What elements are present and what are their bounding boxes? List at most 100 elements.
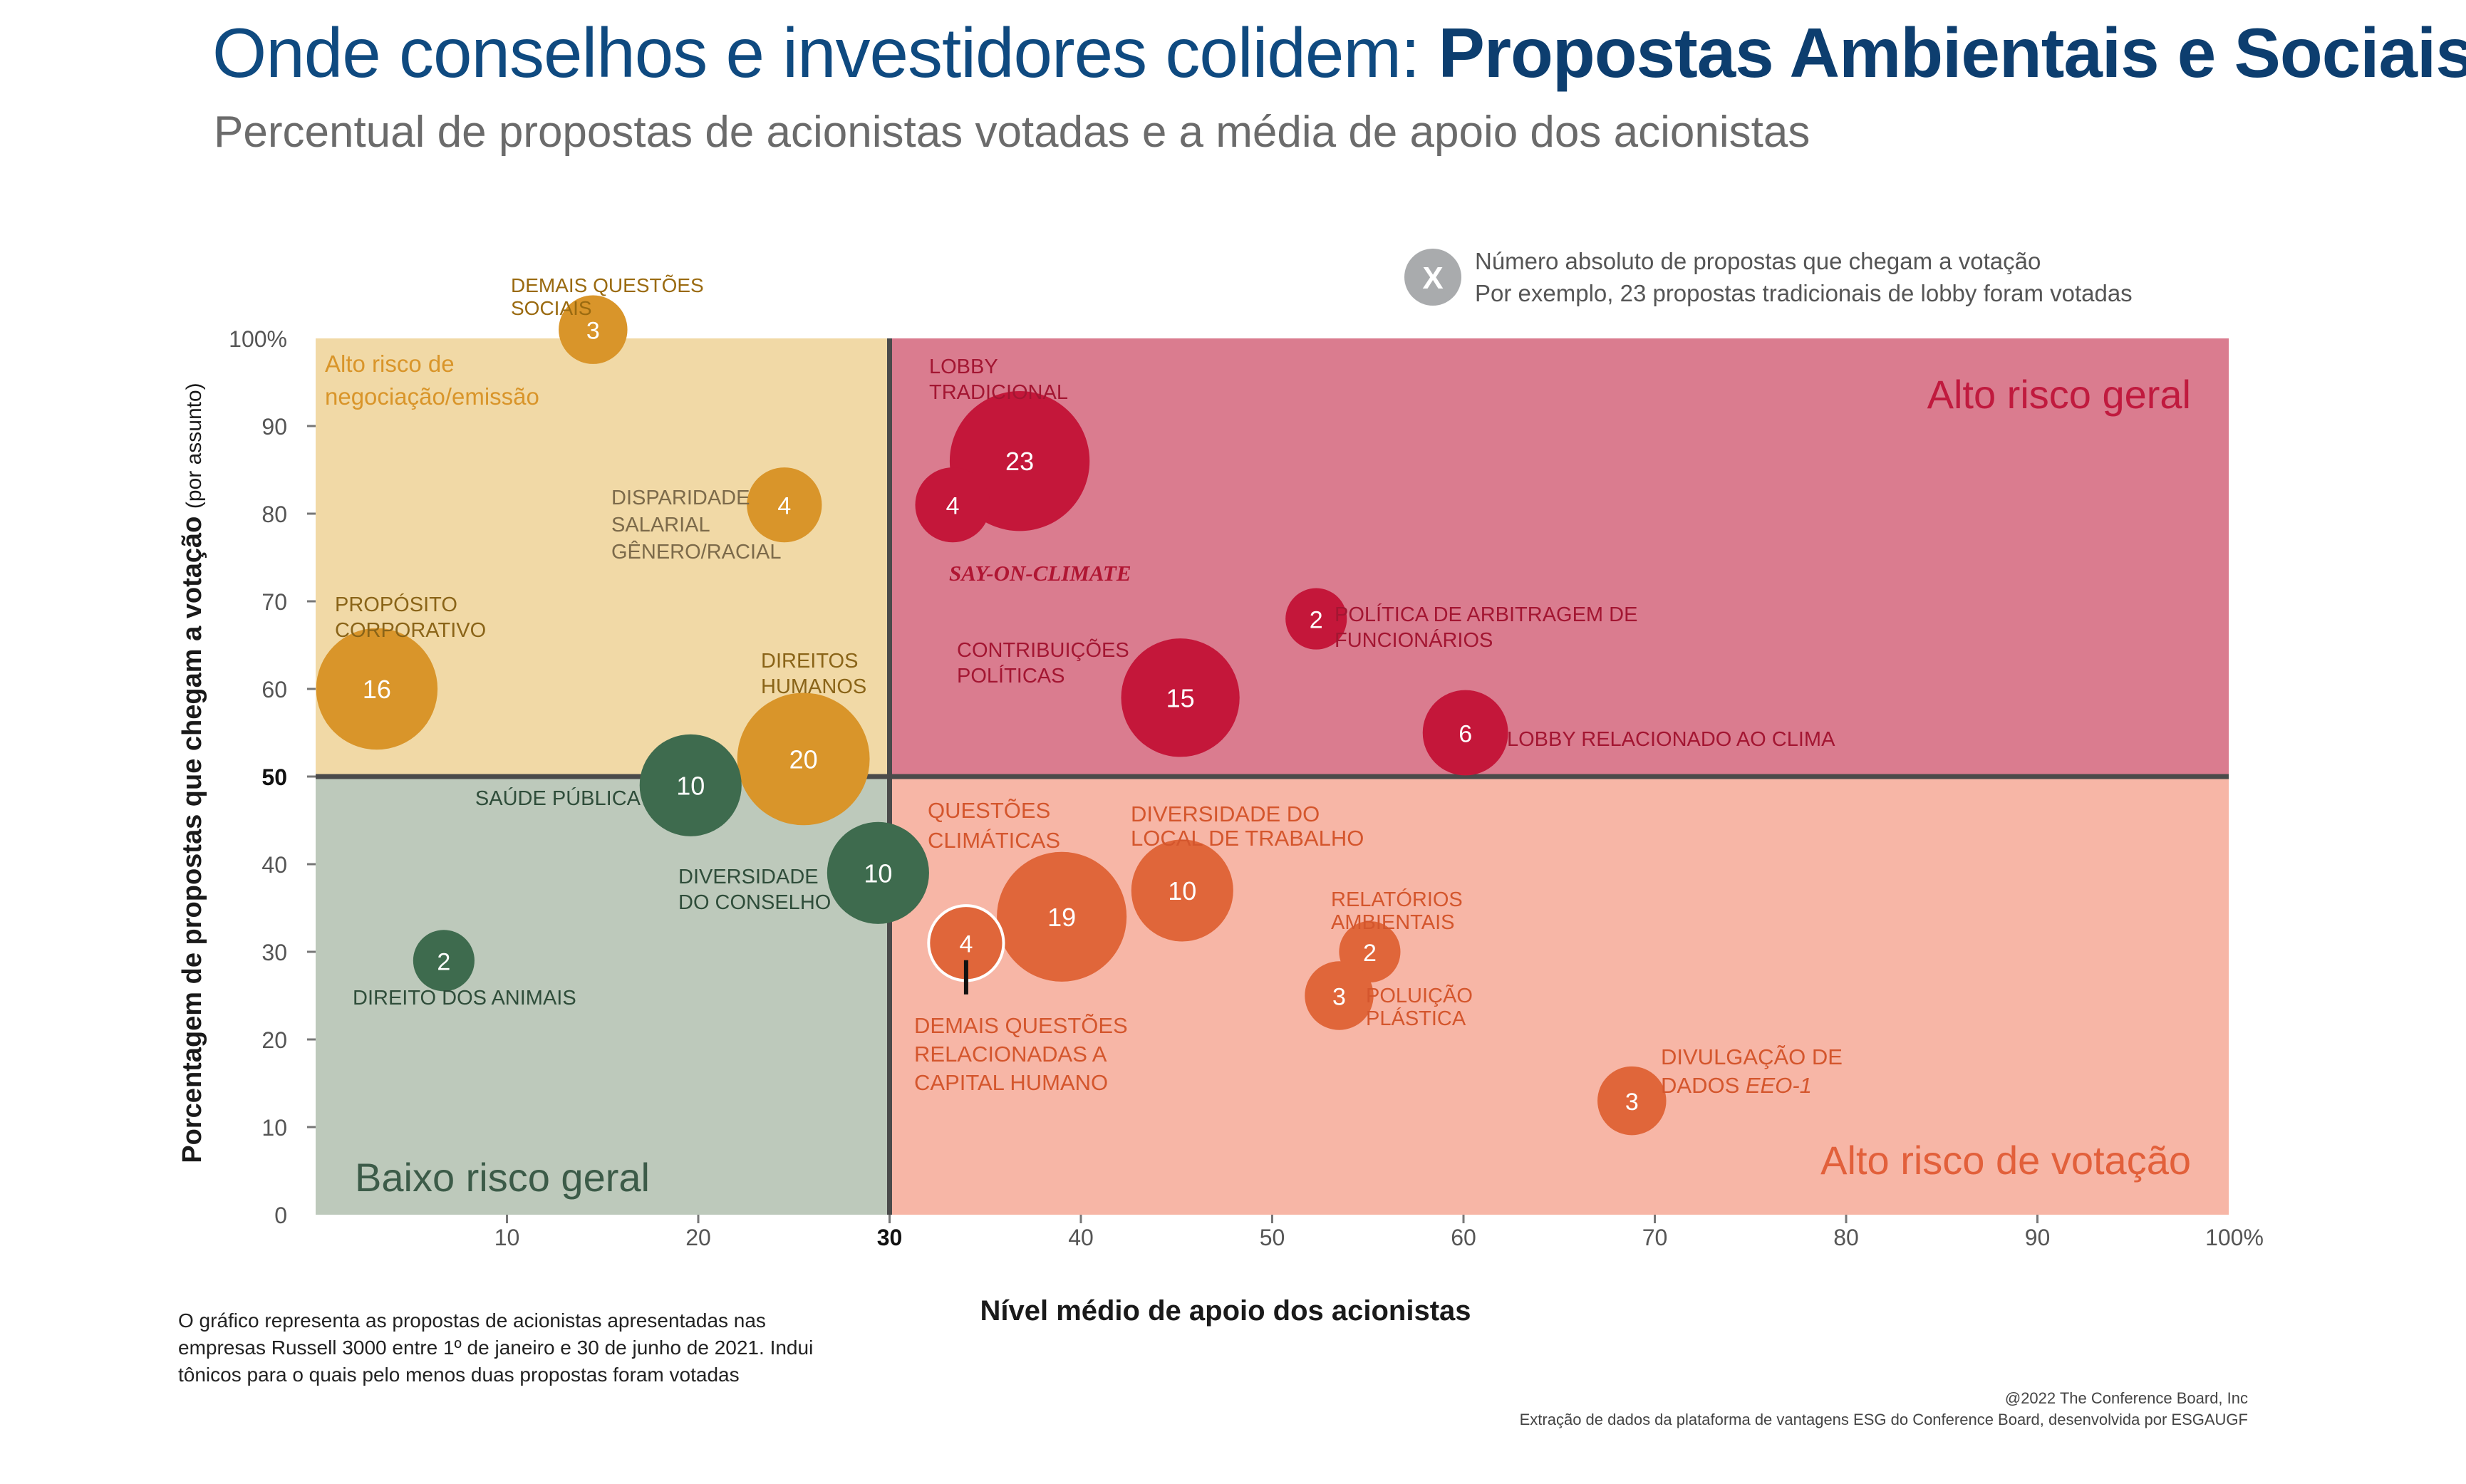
point-label: QUESTÕES CLIMÁTICAS (928, 798, 1060, 853)
quadrant-backgrounds (316, 338, 2229, 1215)
title-regular: Onde conselhos e investidores colidem: (212, 14, 1439, 92)
x-axis-label: Nível médio de apoio dos acionistas (980, 1295, 1471, 1327)
bubble-say-on-climate (915, 467, 990, 543)
bubble-count: 19 (1047, 903, 1076, 932)
legend-bubble-icon (1404, 249, 1461, 306)
bubble-count: 15 (1166, 683, 1195, 712)
axis-ticks: 0 10 20 30 40 50 60 70 80 90 100% 10 20 30 40 50 60 70 80 9… (229, 326, 2264, 1250)
bubble-count: 6 (1459, 721, 1472, 748)
quadrant-bottom-left (316, 777, 890, 1215)
y-tick-label: 20 (261, 1027, 287, 1053)
bubble-contribui-es-pol-ticas (1121, 638, 1240, 757)
x-tick-label: 90 (2025, 1225, 2051, 1250)
bubble-sa-de-p-blica (639, 734, 742, 836)
point-label: DIREITO DOS ANIMAIS (353, 987, 576, 1010)
point-label: RELATÓRIOS AMBIENTAIS (1331, 888, 1463, 934)
point-label: DIVERSIDADE DO CONSELHO (678, 866, 831, 914)
y-tick-label: 90 (261, 414, 287, 440)
chart-subtitle: Percentual de propostas de acionistas vo… (214, 108, 1810, 157)
point-label: DIVULGAÇÃO DE DADOS EEO-1 (1661, 1044, 1843, 1098)
x-tick-label: 10 (494, 1225, 520, 1250)
bubble-diversidade-do-local-de-trabalho (1131, 839, 1233, 942)
bubble-count: 10 (864, 858, 892, 888)
bubble-demais-quest-es-sociais (559, 295, 628, 364)
quadrant-dividers (316, 338, 2229, 1215)
quadrant-label-top-right: Alto risco geral (1927, 372, 2191, 417)
bubble-count: 10 (1168, 876, 1196, 906)
quadrant-label-bottom-right: Alto risco de votação (1820, 1138, 2191, 1183)
point-label: DEMAIS QUESTÕES SOCIAIS (511, 274, 704, 319)
bubble-pol-tica-de-arbitragem-de-funcion-rios (1285, 588, 1347, 650)
x-tick-label: 20 (685, 1225, 711, 1250)
credit-source: Extração de dados da plataforma de vanta… (1519, 1411, 2248, 1428)
y-tick-label: 50 (261, 764, 287, 790)
bubble-count: 10 (676, 771, 705, 800)
bubble-count: 2 (1310, 607, 1323, 634)
legend: X Número absoluto de propostas que chega… (1404, 248, 2133, 306)
bubble-count: 4 (946, 493, 960, 520)
point-label: DIVERSIDADE DO LOCAL DE TRABALHO (1131, 801, 1364, 851)
bubble-prop-sito-corporativo (316, 628, 438, 750)
y-tick-label: 30 (261, 940, 287, 965)
bubble-count: 2 (1363, 940, 1377, 967)
point-label: POLÍTICA DE ARBITRAGEM DE FUNCIONÁRIOS (1335, 603, 1637, 652)
x-tick-label: 100% (2205, 1225, 2264, 1250)
point-label: SAY-ON-CLIMATE (949, 561, 1131, 586)
y-tick-label: 40 (261, 852, 287, 878)
bubble-count: 4 (777, 493, 791, 520)
x-tick-label: 60 (1451, 1225, 1476, 1250)
point-label: POLUIÇÃO PLÁSTICA (1366, 983, 1473, 1030)
bubble-disparidade-salarial-g-nero-racial (747, 467, 822, 543)
y-tick-label: 0 (274, 1203, 287, 1228)
bubble-divulga-o-de-dados-eeo-1 (1597, 1066, 1667, 1136)
bubble-count: 23 (1005, 447, 1034, 476)
y-axis-label: Porcentagem de propostas que chegam a vo… (177, 383, 207, 1163)
bubble-count: 2 (437, 948, 450, 975)
x-tick-label: 50 (1260, 1225, 1285, 1250)
bubble-count: 3 (586, 318, 600, 345)
bubble-polui-o-pl-stica (1305, 961, 1374, 1030)
y-tick-label: 100% (229, 326, 287, 352)
y-tick-label: 60 (261, 677, 287, 702)
y-tick-label: 80 (261, 502, 287, 527)
bubble-count: 3 (1332, 984, 1346, 1011)
y-tick-label: 70 (261, 589, 287, 615)
bubble-quest-es-clim-ticas (997, 851, 1127, 982)
bubble-lobby-relacionado-ao-clima (1422, 690, 1508, 776)
bubble-direitos-humanos (737, 692, 870, 826)
x-tick-label: 30 (877, 1225, 903, 1250)
quadrant-top-right (889, 338, 2229, 777)
footnote: O gráfico representa as propostas de aci… (178, 1309, 814, 1386)
point-label: PROPÓSITO CORPORATIVO (335, 593, 486, 642)
axis-labels: Nível médio de apoio dos acionistas Porce… (177, 383, 1471, 1327)
legend-line1: Número absoluto de propostas que chegam … (1475, 248, 2041, 274)
quadrant-bottom-right (889, 777, 2229, 1215)
point-label: LOBBY TRADICIONAL (929, 356, 1068, 404)
point-label: DEMAIS QUESTÕES RELACIONADAS A CAPITAL HUM… (914, 1013, 1128, 1095)
credit-copyright: @2022 The Conference Board, Inc (2004, 1389, 2248, 1407)
point-label: DIREITOS HUMANOS (761, 650, 866, 698)
legend-symbol: X (1422, 261, 1443, 296)
bubble-count: 3 (1625, 1089, 1639, 1116)
quadrant-labels: Alto risco de negociação/emissão Alto risc… (325, 351, 2191, 1200)
point-label: DISPARIDADE SALARIAL GÊNERO/RACIAL (611, 487, 782, 564)
legend-line2: Por exemplo, 23 propostas tradicionais d… (1475, 280, 2133, 306)
bubble-count: 16 (363, 675, 391, 704)
point-label: SAÚDE PÚBLICA (475, 787, 641, 810)
bubble-direito-dos-animais (413, 930, 475, 992)
point-labels: DEMAIS QUESTÕES SOCIAIS DISPARIDADE SALARIA… (335, 274, 1843, 1098)
point-label: CONTRIBUIÇÕES POLÍTICAS (957, 638, 1129, 687)
bubble-diversidade-do-conselho (827, 821, 929, 924)
bubble-count: 4 (959, 931, 973, 958)
bubble-count: 20 (789, 744, 818, 774)
point-label: LOBBY RELACIONADO AO CLIMA (1507, 728, 1835, 751)
credit: @2022 The Conference Board, Inc Extração… (1520, 1388, 2248, 1431)
quadrant-label-top-left: Alto risco de negociação/emissão (325, 351, 539, 410)
x-tick-label: 40 (1068, 1225, 1094, 1250)
title-bold: Propostas Ambientais e Sociais (1438, 14, 2466, 92)
x-tick-label: 70 (1642, 1225, 1668, 1250)
y-tick-label: 10 (261, 1115, 287, 1141)
x-tick-label: 80 (1833, 1225, 1859, 1250)
